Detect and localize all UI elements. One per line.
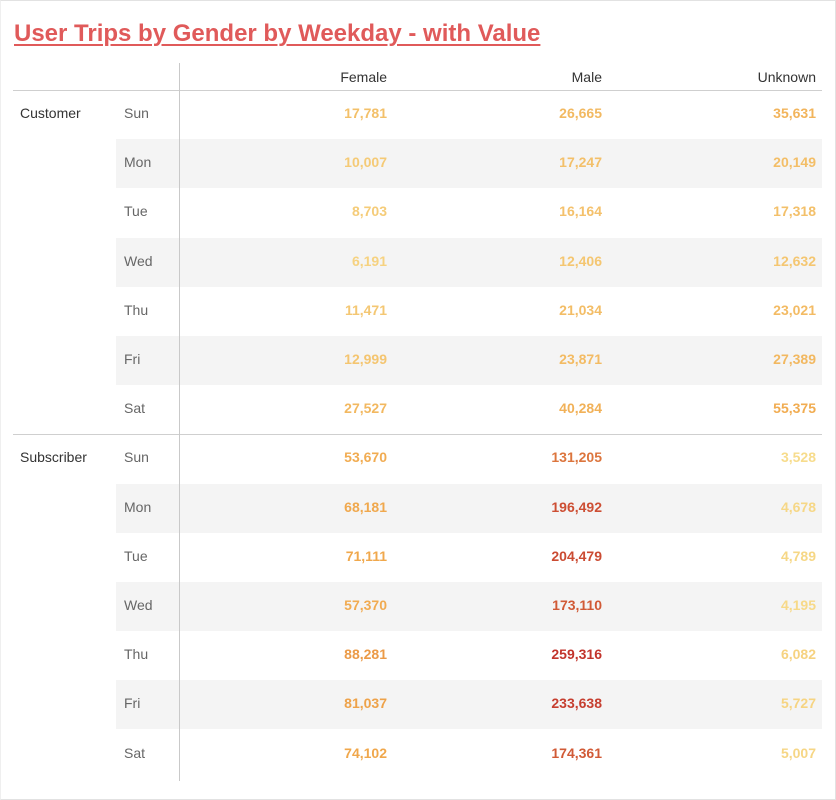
- table-row[interactable]: Wed 6,191 12,406 12,632: [13, 238, 822, 287]
- value-cell-female[interactable]: 27,527: [344, 400, 387, 416]
- value-cell-male[interactable]: 23,871: [559, 351, 602, 367]
- value-cell-unknown[interactable]: 55,375: [773, 400, 816, 416]
- group-label-subscriber: Subscriber: [20, 449, 87, 465]
- group-label-customer: Customer: [20, 105, 81, 121]
- table-row[interactable]: Tue 8,703 16,164 17,318: [13, 188, 822, 237]
- value-cell-unknown[interactable]: 4,789: [780, 548, 816, 564]
- weekday-label: Fri: [124, 695, 141, 711]
- chart-title[interactable]: User Trips by Gender by Weekday - with V…: [14, 20, 541, 47]
- row-band: [116, 238, 822, 287]
- value-cell-unknown[interactable]: 4,678: [780, 499, 816, 515]
- table-row[interactable]: Tue 71,111 204,479 4,789: [13, 533, 822, 582]
- value-cell-male[interactable]: 17,247: [559, 154, 602, 170]
- value-cell-male[interactable]: 259,316: [551, 646, 602, 662]
- value-cell-male[interactable]: 173,110: [552, 597, 602, 613]
- value-cell-male[interactable]: 26,665: [559, 105, 602, 121]
- value-cell-unknown[interactable]: 17,318: [773, 203, 816, 219]
- value-cell-female[interactable]: 68,181: [344, 499, 387, 515]
- value-cell-unknown[interactable]: 35,631: [773, 105, 816, 121]
- value-cell-male[interactable]: 174,361: [551, 745, 602, 761]
- row-band: [116, 336, 822, 385]
- column-header-female: Female: [340, 69, 387, 85]
- weekday-label: Tue: [124, 548, 148, 564]
- weekday-label: Thu: [124, 646, 149, 662]
- weekday-label: Sun: [124, 105, 149, 121]
- value-cell-unknown[interactable]: 20,149: [773, 154, 816, 170]
- value-cell-female[interactable]: 71,111: [345, 548, 387, 564]
- value-cell-female[interactable]: 12,999: [344, 351, 387, 367]
- value-cell-male[interactable]: 16,164: [559, 203, 602, 219]
- table-row[interactable]: Sun 17,781 26,665 35,631: [13, 90, 822, 139]
- row-header-divider: [179, 63, 180, 781]
- value-cell-female[interactable]: 53,670: [344, 449, 387, 465]
- value-cell-unknown[interactable]: 5,727: [780, 695, 816, 711]
- table-row[interactable]: Fri 81,037 233,638 5,727: [13, 680, 822, 729]
- value-cell-male[interactable]: 40,284: [559, 400, 602, 416]
- weekday-label: Thu: [124, 302, 149, 318]
- weekday-label: Tue: [124, 203, 148, 219]
- value-cell-female[interactable]: 10,007: [344, 154, 387, 170]
- weekday-label: Wed: [124, 253, 153, 269]
- column-header-male: Male: [571, 69, 602, 85]
- value-cell-unknown[interactable]: 4,195: [780, 597, 816, 613]
- highlight-table: Female Male Unknown Customer Sun 17,781 26,…: [13, 63, 822, 781]
- weekday-label: Mon: [124, 154, 152, 170]
- table-row[interactable]: Mon 68,181 196,492 4,678: [13, 484, 822, 533]
- value-cell-male[interactable]: 204,479: [551, 548, 602, 564]
- value-cell-female[interactable]: 74,102: [344, 745, 387, 761]
- weekday-label: Wed: [124, 597, 153, 613]
- weekday-label: Mon: [124, 499, 152, 515]
- weekday-label: Sat: [124, 400, 146, 416]
- value-cell-unknown[interactable]: 6,082: [780, 646, 816, 662]
- value-cell-male[interactable]: 131,205: [551, 449, 602, 465]
- value-cell-male[interactable]: 196,492: [551, 499, 602, 515]
- value-cell-female[interactable]: 8,703: [351, 203, 387, 219]
- table-row[interactable]: Sat 74,102 174,361 5,007: [13, 730, 822, 779]
- value-cell-male[interactable]: 12,406: [559, 253, 602, 269]
- column-header-row: Female Male Unknown: [13, 63, 822, 91]
- group-divider: [13, 434, 822, 435]
- value-cell-unknown[interactable]: 23,021: [773, 302, 816, 318]
- table-row[interactable]: Thu 88,281 259,316 6,082: [13, 631, 822, 680]
- table-row[interactable]: Sat 27,527 40,284 55,375: [13, 385, 822, 434]
- value-cell-unknown[interactable]: 5,007: [780, 745, 816, 761]
- table-row[interactable]: Thu 11,471 21,034 23,021: [13, 287, 822, 336]
- table-row[interactable]: Wed 57,370 173,110 4,195: [13, 582, 822, 631]
- value-cell-female[interactable]: 57,370: [344, 597, 387, 613]
- value-cell-female[interactable]: 88,281: [344, 646, 387, 662]
- weekday-label: Fri: [124, 351, 141, 367]
- row-band: [116, 139, 822, 188]
- value-cell-unknown[interactable]: 12,632: [773, 253, 816, 269]
- value-cell-female[interactable]: 6,191: [351, 253, 387, 269]
- weekday-label: Sat: [124, 745, 146, 761]
- value-cell-female[interactable]: 11,471: [344, 302, 387, 318]
- row-band: [116, 680, 822, 729]
- table-row[interactable]: Sun 53,670 131,205 3,528: [13, 434, 822, 483]
- row-band: [116, 484, 822, 533]
- column-header-unknown: Unknown: [757, 69, 816, 85]
- weekday-label: Sun: [124, 449, 149, 465]
- value-cell-unknown[interactable]: 3,528: [780, 449, 816, 465]
- value-cell-male[interactable]: 21,034: [559, 302, 602, 318]
- table-row[interactable]: Mon 10,007 17,247 20,149: [13, 139, 822, 188]
- value-cell-male[interactable]: 233,638: [551, 695, 602, 711]
- value-cell-female[interactable]: 81,037: [344, 695, 387, 711]
- table-row[interactable]: Fri 12,999 23,871 27,389: [13, 336, 822, 385]
- value-cell-female[interactable]: 17,781: [344, 105, 387, 121]
- value-cell-unknown[interactable]: 27,389: [773, 351, 816, 367]
- row-band: [116, 582, 822, 631]
